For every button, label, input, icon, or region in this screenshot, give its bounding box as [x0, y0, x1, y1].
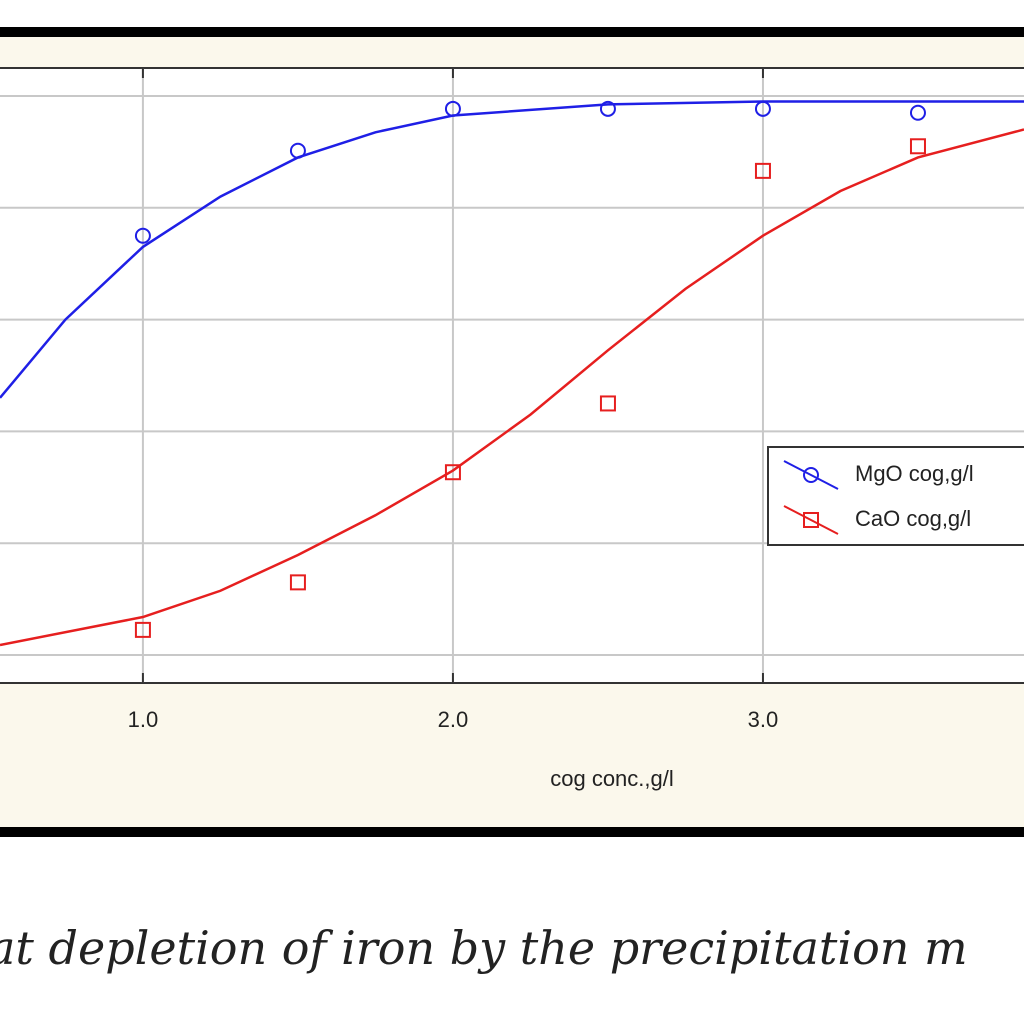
legend-line: [783, 460, 839, 490]
point: [444, 100, 461, 117]
point: [134, 227, 151, 244]
legend-box: [767, 446, 1024, 546]
point: [754, 100, 771, 117]
x-axis-title: cog conc.,g/l: [550, 766, 674, 791]
x-tick-label: 3.0: [748, 707, 779, 732]
legend-label: CaO cog,g/l: [855, 506, 971, 531]
caption: at depletion of iron by the precipitatio…: [0, 921, 968, 975]
point: [289, 574, 306, 591]
point: [134, 621, 151, 638]
legend-marker: [803, 512, 819, 528]
point: [754, 162, 771, 179]
fit-curve: [0, 100, 1024, 399]
legend-marker: [803, 467, 819, 483]
point: [909, 138, 926, 155]
point: [444, 464, 461, 481]
fit-curve: [0, 128, 1024, 647]
plot-area: [0, 67, 1024, 684]
point: [599, 100, 616, 117]
point: [599, 395, 616, 412]
x-tick-label: 1.0: [128, 707, 159, 732]
point: [289, 142, 306, 159]
legend-line: [783, 505, 839, 535]
point: [909, 104, 926, 121]
legend-label: MgO cog,g/l: [855, 461, 974, 486]
x-tick-label: 2.0: [438, 707, 469, 732]
